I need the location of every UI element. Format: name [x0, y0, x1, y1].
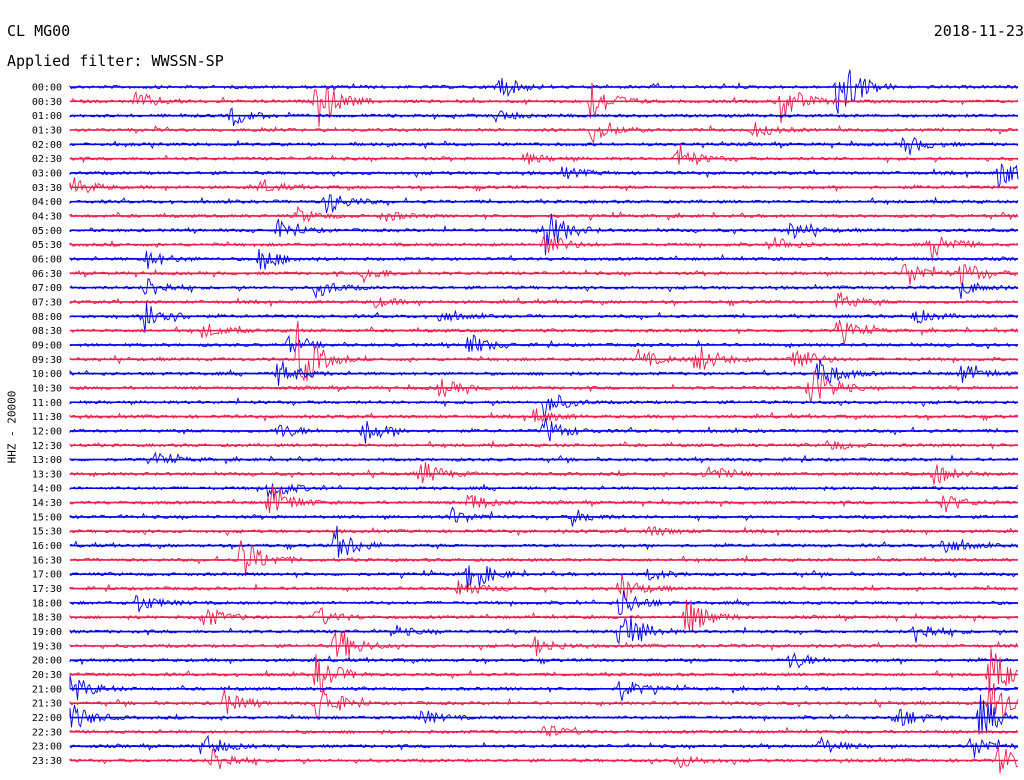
time-tick-label: 22:30: [32, 727, 62, 738]
time-tick-label: 08:00: [32, 312, 62, 323]
trace-line: [69, 213, 1019, 256]
time-tick-label: 00:30: [32, 97, 62, 108]
time-tick-label: 20:00: [32, 656, 62, 667]
time-tick-label: 02:00: [32, 140, 62, 151]
time-tick-label: 18:30: [32, 613, 62, 624]
trace-line: [69, 122, 1019, 145]
station-code: CL MG00: [7, 22, 71, 40]
y-axis-label: HHZ - 20000: [5, 390, 19, 464]
trace-line: [69, 675, 1018, 701]
time-tick-label: 17:30: [32, 584, 62, 595]
trace-line: [69, 194, 1019, 214]
time-tick-label: 11:00: [32, 398, 62, 409]
trace-line: [69, 616, 1019, 645]
trace-line: [69, 263, 1019, 288]
time-tick-label: 14:30: [32, 498, 62, 509]
time-tick-label: 14:00: [32, 484, 62, 495]
time-tick-label: 08:30: [32, 326, 62, 337]
time-tick-label: 09:00: [32, 340, 62, 351]
time-tick-label: 01:30: [32, 125, 62, 136]
trace-line: [69, 136, 1019, 155]
trace-line: [69, 177, 1019, 194]
time-tick-labels: 00:00 00:30 01:00 01:30 02:00 02:30 03:00 03:30…: [32, 83, 62, 768]
trace-line: [69, 69, 1019, 114]
trace-line: [69, 107, 1019, 126]
time-tick-label: 13:00: [32, 455, 62, 466]
trace-line: [69, 648, 1019, 693]
time-tick-label: 06:00: [32, 254, 62, 265]
time-tick-label: 11:30: [32, 412, 62, 423]
trace-line: [69, 278, 1019, 300]
time-tick-label: 15:00: [32, 512, 62, 523]
trace-line: [69, 334, 1019, 354]
trace-line: [69, 485, 1019, 513]
trace-line: [69, 565, 1019, 590]
trace-line: [69, 82, 1019, 127]
time-tick-label: 13:30: [32, 469, 62, 480]
time-tick-label: 02:30: [32, 154, 62, 165]
time-tick-label: 16:30: [32, 555, 62, 566]
time-tick-label: 10:30: [32, 383, 62, 394]
time-tick-label: 12:30: [32, 441, 62, 452]
time-tick-label: 12:00: [32, 426, 62, 437]
trace-line: [69, 302, 1019, 333]
time-tick-label: 20:30: [32, 670, 62, 681]
trace-line: [69, 143, 1019, 167]
time-tick-label: 18:00: [32, 598, 62, 609]
trace-line: [69, 451, 1019, 465]
time-tick-label: 16:00: [32, 541, 62, 552]
trace-group: [69, 69, 1019, 774]
trace-line: [69, 630, 1019, 657]
trace-line: [69, 370, 1019, 403]
time-tick-label: 07:30: [32, 297, 62, 308]
time-tick-label: 05:30: [32, 240, 62, 251]
time-tick-label: 21:00: [32, 684, 62, 695]
time-tick-label: 04:00: [32, 197, 62, 208]
time-tick-label: 00:00: [32, 83, 62, 94]
time-tick-label: 06:30: [32, 269, 62, 280]
time-tick-label: 19:00: [32, 627, 62, 638]
trace-line: [69, 394, 1019, 418]
trace-line: [69, 235, 1019, 262]
trace-line: [69, 599, 1019, 632]
time-tick-label: 09:30: [32, 355, 62, 366]
time-tick-label: 03:00: [32, 168, 62, 179]
time-tick-label: 07:00: [32, 283, 62, 294]
trace-line: [69, 292, 1019, 309]
time-tick-label: 23:00: [32, 742, 62, 753]
time-tick-label: 03:30: [32, 183, 62, 194]
trace-line: [69, 734, 1019, 758]
time-tick-label: 05:00: [32, 226, 62, 237]
applied-filter: Applied filter: WWSSN-SP: [7, 52, 224, 70]
trace-line: [69, 678, 1019, 720]
record-date: 2018-11-23: [933, 22, 1024, 40]
time-tick-label: 04:30: [32, 211, 62, 222]
time-tick-label: 22:00: [32, 713, 62, 724]
time-tick-label: 01:00: [32, 111, 62, 122]
trace-line: [69, 483, 1019, 499]
time-tick-label: 15:30: [32, 527, 62, 538]
time-tick-label: 23:30: [32, 756, 62, 767]
time-tick-label: 10:00: [32, 369, 62, 380]
time-tick-label: 19:30: [32, 641, 62, 652]
time-tick-label: 21:30: [32, 699, 62, 710]
trace-line: [69, 163, 1019, 189]
trace-line: [69, 205, 1019, 223]
trace-line: [69, 319, 1019, 345]
time-tick-label: 17:00: [32, 570, 62, 581]
trace-line: [69, 408, 1019, 424]
